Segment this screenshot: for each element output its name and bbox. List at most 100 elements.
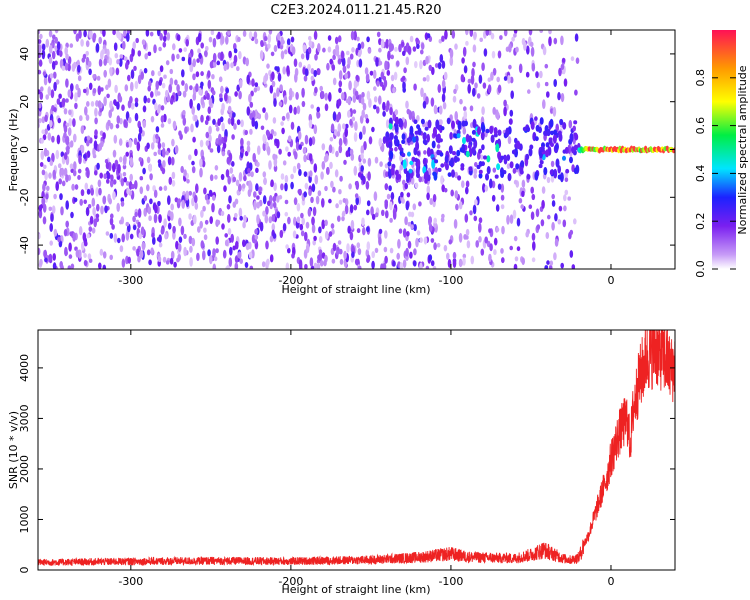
spectrogram-cell xyxy=(323,259,327,267)
spectrogram-cell xyxy=(94,170,98,176)
spectrogram-cell xyxy=(137,208,142,218)
spectrogram-cell xyxy=(116,202,120,212)
spectrogram-cell xyxy=(142,167,146,175)
spectrogram-cell xyxy=(495,227,500,233)
spectrogram-cell xyxy=(216,144,221,154)
spectrogram-cell xyxy=(266,146,271,156)
spectrogram-cell xyxy=(160,123,165,128)
spectrogram-cell xyxy=(349,53,354,60)
spectrogram-cell xyxy=(136,141,141,152)
spectrogram-cell xyxy=(441,79,446,89)
spectrogram-cell xyxy=(43,147,48,157)
spectrogram-cell xyxy=(87,253,92,260)
spectrogram-cell xyxy=(326,166,330,175)
spectrogram-cell xyxy=(441,93,446,103)
spectrogram-cell xyxy=(83,153,87,159)
spectrogram-cell xyxy=(55,79,60,85)
spectrogram-cell xyxy=(109,232,114,239)
spectrogram-cell xyxy=(378,38,382,46)
spectrogram-cell xyxy=(351,47,355,53)
spectrogram-cell xyxy=(42,216,47,225)
spectrogram-cell xyxy=(98,262,102,269)
spectrogram-cell xyxy=(95,213,100,219)
spectrogram-cell xyxy=(108,197,112,205)
spectrogram-cell xyxy=(503,154,507,160)
spectrogram-cell xyxy=(48,44,53,54)
spectrogram-cell xyxy=(192,92,197,101)
spectrogram-cell xyxy=(125,221,130,227)
spectrogram-cell xyxy=(489,243,493,252)
spectrogram-cluster-cell xyxy=(573,144,578,151)
spectrogram-cell xyxy=(254,38,259,45)
spectrogram-cell xyxy=(569,250,574,258)
spectrogram-cell xyxy=(52,169,56,179)
spectrogram-cell xyxy=(378,95,382,105)
spectrogram-cluster-cell xyxy=(495,143,500,153)
spectrogram-cell xyxy=(294,73,298,83)
spectrogram-cell xyxy=(47,156,51,163)
spectrogram-cell xyxy=(258,186,263,193)
spectrogram-cell xyxy=(135,37,139,44)
spectrogram-cell xyxy=(72,169,77,177)
spectrogram-cluster-cell xyxy=(486,155,491,163)
spectrogram-cell xyxy=(266,63,270,69)
spectrogram-cell xyxy=(495,204,500,212)
spectrogram-cell xyxy=(160,115,165,123)
spectrogram-cell xyxy=(79,115,83,122)
spectrogram-cell xyxy=(324,230,329,240)
spectrogram-cell xyxy=(539,30,543,33)
spectrogram-cell xyxy=(346,63,351,69)
spectrogram-cell xyxy=(379,161,383,167)
spectrogram-cell xyxy=(328,231,333,237)
spectrogram-cell xyxy=(412,46,417,52)
spectrogram-cell xyxy=(518,63,523,74)
spectrogram-cell xyxy=(309,170,313,178)
spectrogram-cell xyxy=(314,53,318,61)
spectrogram-cell xyxy=(551,193,555,200)
spectrogram-cell xyxy=(291,46,296,55)
spectrogram-cell xyxy=(197,32,202,43)
spectrogram-cell xyxy=(247,172,251,177)
spectrogram-cell xyxy=(117,237,121,244)
spectrogram-cell xyxy=(442,102,447,110)
spectrogram-cell xyxy=(86,135,91,141)
spectrogram-cell xyxy=(353,204,358,211)
spectrogram-cell xyxy=(458,201,463,210)
spectrogram-cell xyxy=(112,163,116,173)
spectrogram-cell xyxy=(143,67,148,74)
spectrogram-cell xyxy=(557,219,562,225)
spectrogram-cell xyxy=(386,193,391,200)
spectrogram-cell xyxy=(464,213,469,223)
spectrogram-cell xyxy=(506,163,511,170)
spectrogram-cluster-cell xyxy=(437,124,442,131)
spectrogram-cell xyxy=(204,194,209,201)
spectrogram-cell xyxy=(437,62,442,70)
spectrogram-cell xyxy=(125,181,130,186)
spectrogram-cell xyxy=(86,188,91,195)
spectrogram-cell xyxy=(305,221,310,229)
spectrogram-cell xyxy=(81,57,86,63)
spectrogram-cell xyxy=(285,262,290,269)
spectrogram-cell xyxy=(463,110,468,119)
spectrogram-cluster-cell xyxy=(388,123,393,130)
spectrogram-cell xyxy=(465,40,469,46)
spectrogram-cell xyxy=(463,65,468,74)
spectrogram-cell xyxy=(160,105,165,111)
spectrogram-cell xyxy=(574,89,578,96)
spectrogram-cell xyxy=(319,260,324,267)
spectrogram-cell xyxy=(95,43,100,53)
spectrogram-cell xyxy=(548,30,552,35)
spectrogram-cell xyxy=(181,199,185,209)
spectrogram-cell xyxy=(317,254,321,261)
spectrogram-cell xyxy=(405,247,409,257)
spectrogram-cell xyxy=(256,214,260,225)
spectrogram-cell xyxy=(384,230,388,239)
spectrogram-cell xyxy=(133,65,137,71)
spectrogram-cell xyxy=(157,148,162,155)
spectrogram-cluster-cell xyxy=(573,120,578,125)
spectrogram-cell xyxy=(70,211,74,219)
spectrogram-cell xyxy=(271,71,275,81)
spectrogram-cell xyxy=(357,172,362,178)
spectrogram-cell xyxy=(542,46,547,56)
spectrogram-cell xyxy=(257,145,261,155)
